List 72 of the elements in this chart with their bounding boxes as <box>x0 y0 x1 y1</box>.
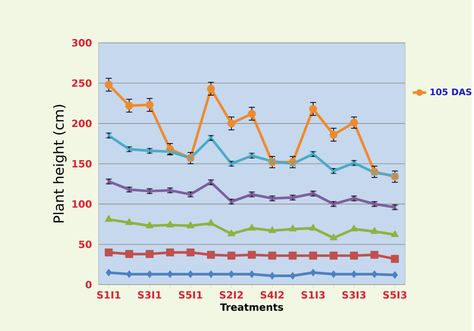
point <box>330 130 338 138</box>
point <box>104 248 113 256</box>
point <box>372 270 378 278</box>
point <box>330 233 338 240</box>
y-tick-label: 100 <box>72 200 92 208</box>
point <box>125 102 134 110</box>
x-tick-label: S5I1 <box>178 290 202 298</box>
point <box>146 221 154 228</box>
x-tick-label: S1I1 <box>97 290 120 298</box>
point <box>126 270 132 278</box>
x-tick-label: S3I3 <box>342 290 366 298</box>
y-axis-title: Plant height (cm) <box>53 104 67 222</box>
point <box>228 270 234 278</box>
point <box>188 270 194 278</box>
y-tick-label: 50 <box>79 240 92 248</box>
y-tick-label: 300 <box>72 38 92 46</box>
point <box>186 248 194 256</box>
point <box>330 251 338 260</box>
point <box>370 250 378 259</box>
point <box>208 270 214 278</box>
point <box>269 272 276 280</box>
point <box>268 251 276 260</box>
point <box>370 226 378 234</box>
y-tick-label: 0 <box>86 280 92 288</box>
point <box>350 251 358 260</box>
point <box>186 221 194 228</box>
point <box>309 224 317 230</box>
point <box>330 270 336 278</box>
point <box>268 226 276 233</box>
x-tick-label: S1I3 <box>302 290 325 298</box>
point <box>391 230 399 237</box>
point <box>227 251 236 260</box>
point <box>105 214 113 222</box>
x-axis-title: Treatments <box>220 303 284 311</box>
point <box>146 250 154 258</box>
point <box>166 220 174 228</box>
point <box>166 248 174 256</box>
x-tick-label: S5I3 <box>383 290 406 298</box>
point <box>248 110 256 118</box>
point <box>288 251 297 260</box>
y-tick-label: 150 <box>72 160 92 168</box>
point <box>288 224 296 232</box>
point <box>350 224 358 232</box>
point <box>350 118 358 126</box>
point <box>167 270 173 278</box>
point <box>248 224 256 230</box>
point <box>290 272 296 280</box>
point <box>248 270 255 278</box>
legend-label: 105 DAS <box>430 88 472 96</box>
y-tick-label: 250 <box>72 79 92 87</box>
point <box>146 270 153 278</box>
y-tick-label: 200 <box>72 119 92 127</box>
point <box>125 250 134 258</box>
x-tick-label: S2I2 <box>220 290 243 298</box>
x-tick-label: S4I2 <box>260 290 284 298</box>
point <box>351 270 357 278</box>
x-tick-label: S3I1 <box>138 290 162 298</box>
point <box>146 100 154 109</box>
point <box>125 218 133 225</box>
point <box>310 268 316 276</box>
point <box>228 229 236 236</box>
point <box>106 268 112 276</box>
point <box>104 80 113 88</box>
point <box>392 271 398 278</box>
point <box>206 250 215 259</box>
point <box>309 104 318 113</box>
point <box>248 250 256 259</box>
point <box>227 119 236 128</box>
point <box>207 218 215 226</box>
point <box>309 251 318 260</box>
point <box>390 254 399 263</box>
point <box>206 84 215 92</box>
